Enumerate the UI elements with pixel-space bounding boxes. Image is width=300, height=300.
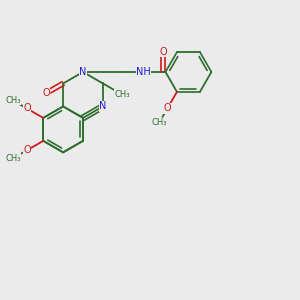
- Text: CH₃: CH₃: [114, 90, 130, 99]
- Text: O: O: [42, 88, 50, 98]
- Text: CH₃: CH₃: [152, 118, 167, 127]
- Text: O: O: [23, 103, 31, 113]
- Text: CH₃: CH₃: [5, 96, 21, 105]
- Text: O: O: [160, 47, 167, 57]
- Text: N: N: [79, 67, 87, 77]
- Text: CH₃: CH₃: [5, 154, 21, 163]
- Text: N: N: [99, 101, 106, 111]
- Text: O: O: [164, 103, 171, 113]
- Text: O: O: [23, 145, 31, 155]
- Text: NH: NH: [136, 67, 151, 77]
